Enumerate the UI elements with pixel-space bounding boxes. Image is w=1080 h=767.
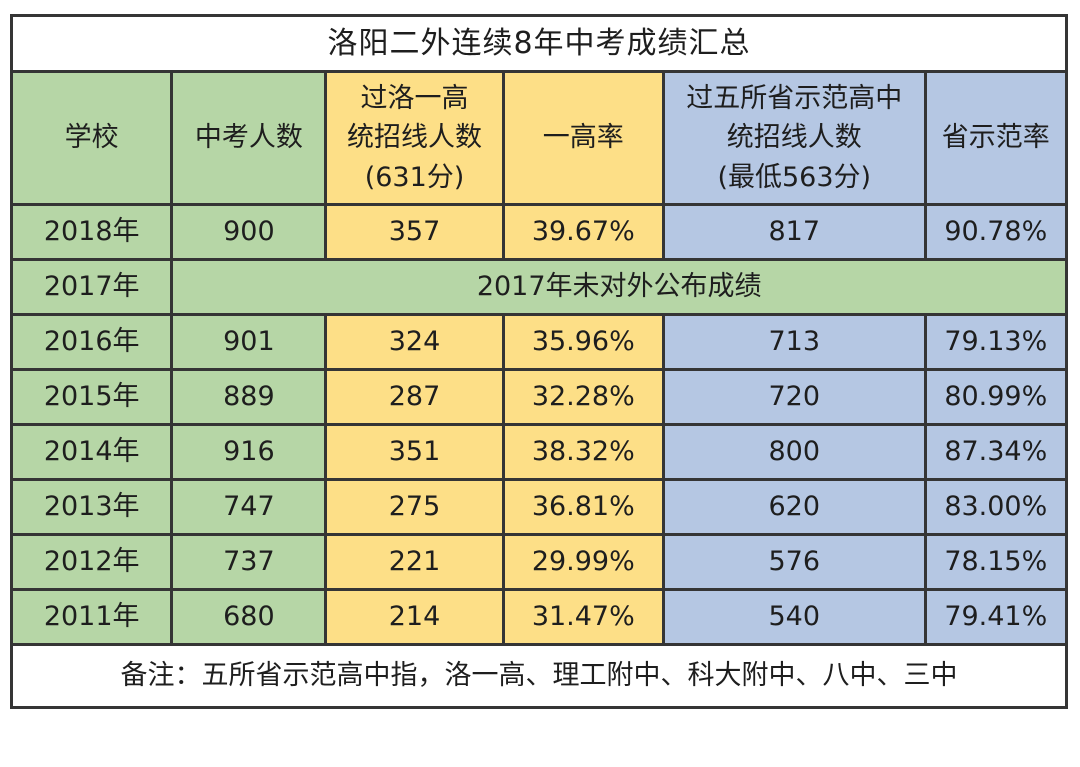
- footnote-text: 备注：五所省示范高中指，洛一高、理工附中、科大附中、八中、三中: [10, 643, 1068, 709]
- table-title: 洛阳二外连续8年中考成绩汇总: [10, 14, 1068, 73]
- cell-shifan-rate: 83.00%: [923, 478, 1069, 536]
- table-row-merged: 2017年 2017年未对外公布成绩: [9, 258, 1068, 316]
- cell-yigao-rate: 32.28%: [501, 368, 665, 426]
- cell-luoyigao: 351: [324, 423, 505, 481]
- cell-luoyigao: 275: [324, 478, 505, 536]
- header-luoyigao-count: 过洛一高 统招线人数 (631分): [324, 70, 505, 206]
- cell-yigao-rate: 36.81%: [501, 478, 665, 536]
- cell-luoyigao: 287: [324, 368, 505, 426]
- merged-note-cell: 2017年未对外公布成绩: [170, 258, 1068, 316]
- cell-yigao-rate: 35.96%: [501, 313, 665, 371]
- cell-candidates: 900: [170, 203, 328, 261]
- cell-yigao-rate: 29.99%: [501, 533, 665, 591]
- year-cell: 2016年: [9, 313, 174, 371]
- header-school: 学校: [9, 70, 174, 206]
- cell-yigao-rate: 39.67%: [501, 203, 665, 261]
- year-cell: 2018年: [9, 203, 174, 261]
- cell-candidates: 737: [170, 533, 328, 591]
- cell-wusuo: 817: [661, 203, 927, 261]
- cell-shifan-rate: 80.99%: [923, 368, 1069, 426]
- cell-luoyigao: 324: [324, 313, 505, 371]
- table-row: 2013年 747 275 36.81% 620 83.00%: [9, 478, 1069, 536]
- cell-wusuo: 800: [661, 423, 927, 481]
- header-wusuo-count: 过五所省示范高中 统招线人数 (最低563分): [661, 70, 927, 206]
- cell-candidates: 916: [170, 423, 328, 481]
- cell-shifan-rate: 79.41%: [923, 588, 1069, 646]
- year-cell: 2013年: [9, 478, 174, 536]
- cell-shifan-rate: 87.34%: [923, 423, 1069, 481]
- table-row: 2016年 901 324 35.96% 713 79.13%: [9, 313, 1069, 371]
- score-summary-table: 洛阳二外连续8年中考成绩汇总 学校 中考人数 过洛一高 统招线人数 (631分)…: [9, 14, 1069, 709]
- table-row: 2012年 737 221 29.99% 576 78.15%: [9, 533, 1069, 591]
- cell-candidates: 901: [170, 313, 328, 371]
- cell-wusuo: 720: [661, 368, 927, 426]
- cell-luoyigao: 357: [324, 203, 505, 261]
- year-cell: 2011年: [9, 588, 174, 646]
- cell-luoyigao: 214: [324, 588, 505, 646]
- cell-yigao-rate: 38.32%: [501, 423, 665, 481]
- cell-shifan-rate: 79.13%: [923, 313, 1069, 371]
- table-title-row: 洛阳二外连续8年中考成绩汇总: [10, 14, 1068, 73]
- cell-yigao-rate: 31.47%: [501, 588, 665, 646]
- cell-shifan-rate: 90.78%: [923, 203, 1069, 261]
- header-yigao-rate: 一高率: [501, 70, 665, 206]
- cell-wusuo: 620: [661, 478, 927, 536]
- cell-candidates: 680: [170, 588, 328, 646]
- year-cell: 2017年: [9, 258, 174, 316]
- header-shifan-rate: 省示范率: [923, 70, 1069, 206]
- cell-wusuo: 576: [661, 533, 927, 591]
- year-cell: 2014年: [9, 423, 174, 481]
- table-header-row: 学校 中考人数 过洛一高 统招线人数 (631分) 一高率 过五所省示范高中 统…: [9, 70, 1069, 206]
- table-row: 2014年 916 351 38.32% 800 87.34%: [9, 423, 1069, 481]
- table-row: 2018年 900 357 39.67% 817 90.78%: [9, 203, 1069, 261]
- cell-candidates: 889: [170, 368, 328, 426]
- cell-wusuo: 540: [661, 588, 927, 646]
- header-candidates: 中考人数: [170, 70, 328, 206]
- table-row: 2011年 680 214 31.47% 540 79.41%: [9, 588, 1069, 646]
- cell-wusuo: 713: [661, 313, 927, 371]
- table-footnote-row: 备注：五所省示范高中指，洛一高、理工附中、科大附中、八中、三中: [10, 643, 1068, 709]
- year-cell: 2015年: [9, 368, 174, 426]
- cell-candidates: 747: [170, 478, 328, 536]
- cell-shifan-rate: 78.15%: [923, 533, 1069, 591]
- table-row: 2015年 889 287 32.28% 720 80.99%: [9, 368, 1069, 426]
- cell-luoyigao: 221: [324, 533, 505, 591]
- year-cell: 2012年: [9, 533, 174, 591]
